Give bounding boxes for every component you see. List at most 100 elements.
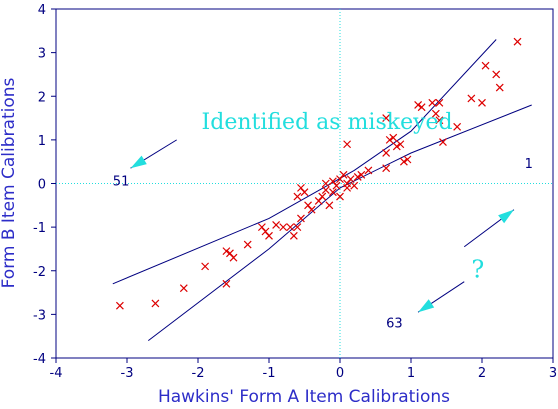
data-point <box>339 170 348 179</box>
data-point-stroke <box>332 181 341 190</box>
data-point <box>151 299 160 308</box>
annotation-label: ? <box>471 255 484 283</box>
y-tick-label: 0 <box>38 178 46 193</box>
data-point <box>179 284 188 293</box>
data-point-stroke <box>414 101 423 109</box>
data-point <box>364 166 373 175</box>
data-point-stroke <box>222 279 231 288</box>
data-point-stroke <box>201 262 210 271</box>
data-point <box>332 181 341 190</box>
data-point <box>325 201 334 210</box>
data-point <box>343 140 352 149</box>
data-point <box>453 122 462 131</box>
data-point-stroke <box>226 249 234 258</box>
data-point-stroke <box>431 109 440 118</box>
data-point-stroke <box>297 183 305 192</box>
data-point <box>321 179 330 188</box>
data-point-stroke <box>385 135 394 144</box>
x-tick-label: 3 <box>549 366 557 381</box>
x-tick-label: 0 <box>336 366 344 381</box>
annotation-label: 1 <box>525 157 533 172</box>
data-point <box>399 157 408 166</box>
data-point-stroke <box>300 188 309 197</box>
annotation-arrows <box>130 139 515 313</box>
lower-band-line <box>147 104 532 341</box>
data-point <box>396 140 405 149</box>
data-point-stroke <box>495 83 504 92</box>
arrow-head <box>418 299 435 313</box>
data-point-stroke <box>297 214 305 223</box>
data-point <box>353 173 362 181</box>
plot-frame <box>55 8 554 359</box>
arrow-head <box>498 209 514 224</box>
x-tick-label: -4 <box>50 366 63 381</box>
data-point <box>481 61 490 70</box>
x-axis-label: Hawkins' Form A Item Calibrations <box>158 387 450 407</box>
y-tick-label: -1 <box>33 221 46 236</box>
data-point <box>350 181 359 190</box>
data-point <box>343 183 352 192</box>
data-point <box>382 164 391 173</box>
data-point <box>492 70 501 79</box>
data-point-stroke <box>304 201 312 210</box>
data-point-stroke <box>492 70 501 79</box>
data-point-stroke <box>357 170 366 179</box>
annotations: Identified as miskeyed 51 1? 63 <box>113 110 533 331</box>
data-point-stroke <box>325 201 334 210</box>
data-point-stroke <box>265 231 273 240</box>
data-point <box>293 192 302 201</box>
y-tick-label: -2 <box>33 265 46 280</box>
data-point-stroke <box>435 98 444 107</box>
data-point <box>222 247 231 256</box>
data-point <box>272 221 281 229</box>
x-tick-label: -1 <box>263 366 276 381</box>
axis-ticks: -4 -3 -2 -1 0 1 2 3 -4 -3 -2 -1 0 1 2 3 4 <box>33 3 557 381</box>
x-tick-label: 1 <box>407 366 415 381</box>
data-point-stroke <box>403 155 412 164</box>
data-point <box>417 103 426 112</box>
data-point <box>513 37 522 46</box>
data-point-stroke <box>453 122 462 131</box>
y-tick-label: -4 <box>33 352 46 367</box>
data-point-stroke <box>392 142 401 151</box>
data-point-stroke <box>467 94 476 103</box>
data-point-stroke <box>343 140 352 149</box>
data-point <box>279 223 288 232</box>
data-point <box>428 98 437 107</box>
data-point <box>286 223 295 232</box>
data-point-stroke <box>179 284 188 293</box>
data-point <box>318 192 327 201</box>
data-point <box>243 240 252 249</box>
data-point-stroke <box>389 133 398 142</box>
annotation-arrow <box>463 209 515 248</box>
annotation-label: Identified as miskeyed <box>202 110 453 135</box>
data-point-stroke <box>286 223 295 232</box>
data-point-stroke <box>346 175 355 184</box>
data-point <box>414 101 423 109</box>
data-point <box>392 142 401 151</box>
data-point-stroke <box>382 149 391 157</box>
data-point-stroke <box>272 221 281 229</box>
data-point-stroke <box>151 299 160 308</box>
data-point-stroke <box>229 253 238 262</box>
data-point <box>495 83 504 92</box>
data-point-stroke <box>321 179 330 188</box>
x-tick-label: 2 <box>478 366 486 381</box>
data-point-stroke <box>382 114 391 122</box>
data-point-stroke <box>339 170 348 179</box>
data-point-stroke <box>318 192 327 201</box>
data-point <box>321 186 330 194</box>
data-point-stroke <box>439 138 447 146</box>
data-point-stroke <box>293 223 302 232</box>
data-point <box>336 192 344 201</box>
data-point <box>435 98 444 107</box>
data-point <box>201 262 210 271</box>
y-tick-label: 4 <box>38 3 46 18</box>
data-point <box>307 205 316 214</box>
data-point <box>382 114 391 122</box>
data-point-stroke <box>478 98 486 107</box>
data-point <box>328 188 337 197</box>
data-point-stroke <box>353 173 362 181</box>
data-point <box>385 135 394 144</box>
